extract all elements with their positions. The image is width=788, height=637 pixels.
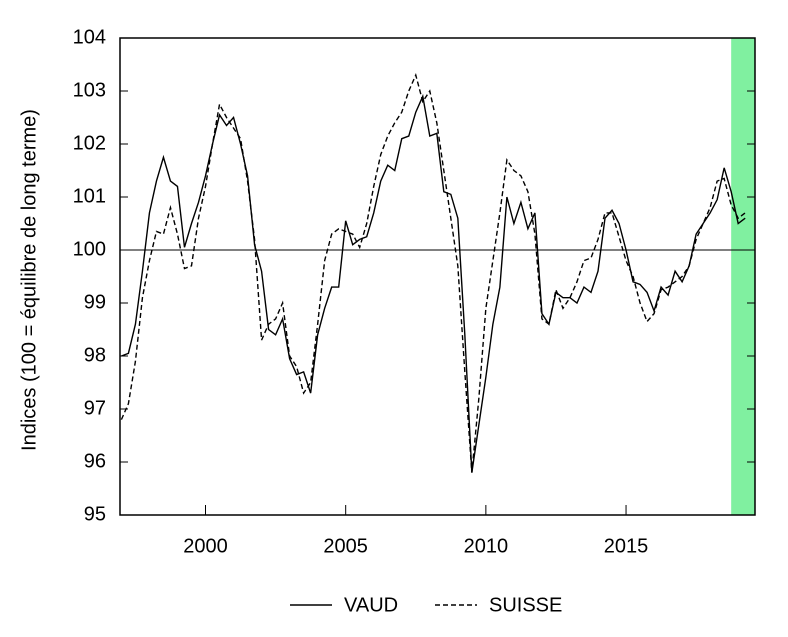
legend-label: SUISSE (489, 594, 562, 616)
x-tick-label: 2000 (183, 535, 228, 557)
series-line (120, 72, 746, 473)
y-tick-label: 101 (73, 185, 106, 207)
series-line (121, 93, 746, 473)
y-tick-label: 100 (73, 238, 106, 260)
y-tick-label: 102 (73, 132, 106, 154)
y-tick-label: 97 (84, 397, 106, 419)
x-tick-label: 2005 (323, 535, 368, 557)
x-tick-label: 2015 (604, 535, 649, 557)
y-tick-label: 98 (84, 344, 106, 366)
y-tick-label: 104 (73, 26, 106, 48)
x-tick-label: 2010 (464, 535, 509, 557)
highlight-band (731, 38, 755, 515)
y-tick-label: 103 (73, 79, 106, 101)
y-tick-label: 95 (84, 503, 106, 525)
y-tick-label: 99 (84, 291, 106, 313)
y-axis-label: Indices (100 = équilibre de long terme) (18, 109, 40, 451)
legend-label: VAUD (344, 594, 398, 616)
plot-frame (119, 37, 756, 516)
y-tick-label: 96 (84, 450, 106, 472)
